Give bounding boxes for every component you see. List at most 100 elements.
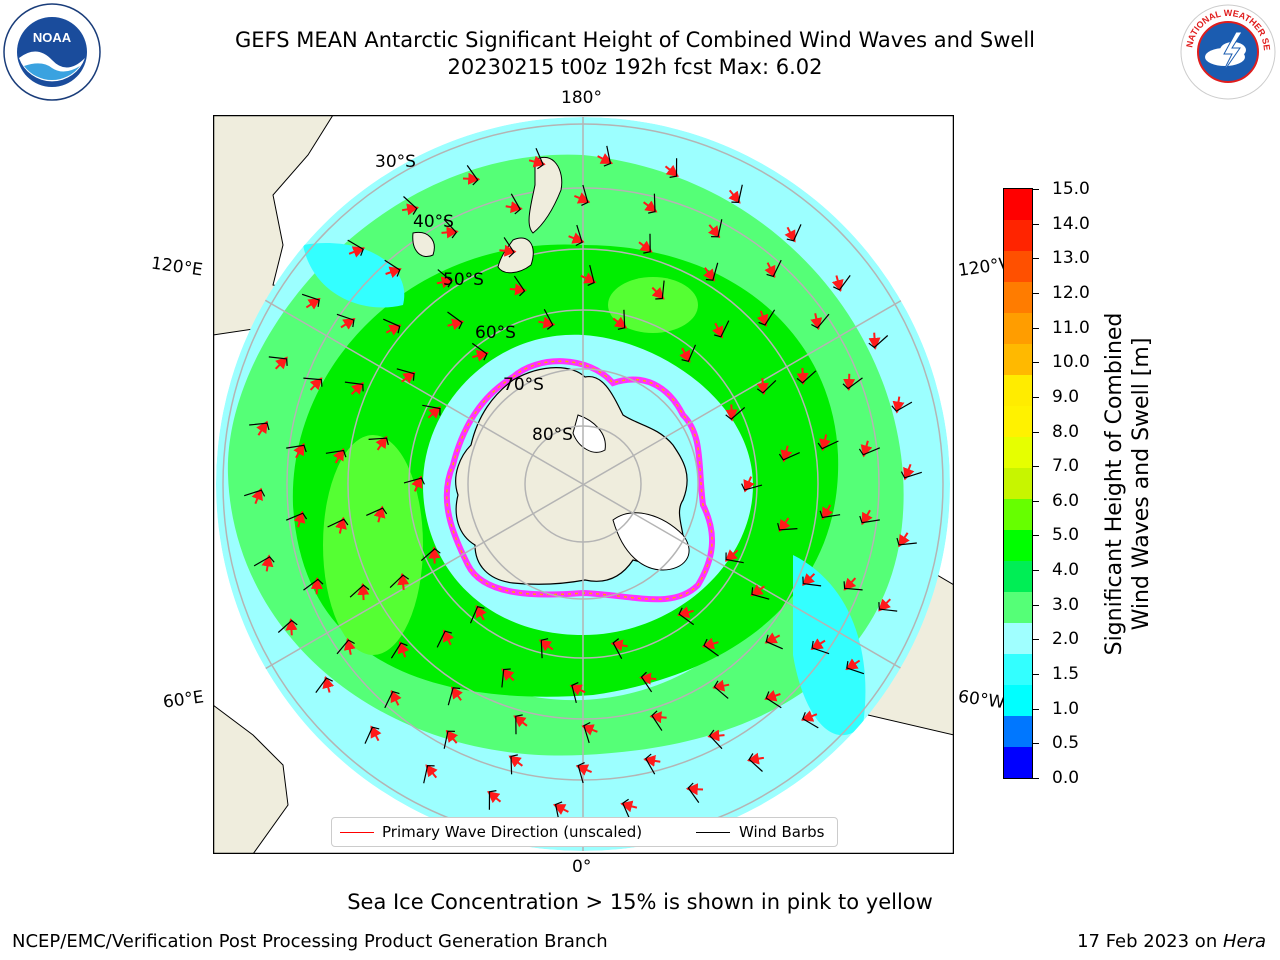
wave-direction-arrow [350,382,364,395]
wave-direction-arrow [746,752,765,765]
colorbar-segment [1004,406,1032,437]
colorbar-tick [1033,466,1039,468]
wind-barb [900,471,922,479]
colorbar-tick-label: 13.0 [1052,248,1090,269]
wave-direction-arrow [251,487,263,505]
wind-barb [648,193,656,214]
wave-direction-arrow [385,324,402,336]
wind-barb [443,730,455,749]
footer-host: Hera [1222,931,1266,952]
wave-direction-arrow [261,554,274,572]
colorbar-tick [1033,500,1039,502]
wind-barbs [244,145,922,823]
colorbar-segment [1004,747,1032,778]
wave-direction-arrow [385,266,402,279]
colorbar-tick-label: 15.0 [1052,179,1090,199]
colorbar-segment [1004,282,1032,313]
wave-direction-arrow [332,448,345,464]
colorbar-tick-label: 8.0 [1052,421,1080,442]
wind-barb [327,518,349,528]
colorbar-tick-label: 6.0 [1052,490,1080,511]
wave-direction-arrow [445,729,458,744]
wind-barb [347,239,364,256]
colorbar-tick-label: 4.0 [1052,560,1080,581]
wave-direction-arrow [708,224,721,239]
wave-direction-arrow [256,420,268,436]
wind-barb [436,630,452,648]
wind-barb [403,196,418,215]
colorbar-label-line2: Wind Waves and Swell [m] [1129,337,1154,631]
wind-barb [443,218,458,239]
wave-direction-arrow [860,440,873,458]
swh-low-drake [793,555,866,736]
wind-barb [612,638,623,659]
wave-direction-arrow [436,276,454,289]
wave-direction-arrow [831,275,844,293]
wave-direction-arrow [802,573,816,586]
colorbar-tick-label: 11.0 [1052,317,1090,338]
wind-barb [488,790,497,810]
lon-label-top: 180° [561,88,602,108]
wave-direction-arrow [800,710,818,722]
wind-barb [301,293,320,307]
wind-barb [858,447,881,456]
wind-barb [842,377,863,390]
wind-barb [368,437,389,446]
wave-direction-arrow [707,729,725,742]
wave-direction-arrow [375,435,388,451]
colorbar-segment [1004,592,1032,623]
wave-direction-arrow [322,675,335,693]
wave-direction-arrow [340,317,356,330]
wave-direction-arrow [575,764,592,776]
wave-direction-arrow [821,504,834,520]
wind-barb [396,368,415,381]
wave-direction-arrow [764,689,781,702]
wave-direction-arrow [581,724,598,736]
wind-barb [422,404,441,416]
legend-wave-direction-swatch [340,832,374,833]
wind-barb [447,687,461,706]
wave-direction-arrow [728,189,741,204]
map-legend: Primary Wave Direction (unscaled) Wind B… [331,817,838,847]
wave-direction-arrow [845,658,861,671]
wave-direction-arrow [401,203,420,216]
wind-barb [285,512,308,521]
noaa-logo-icon: NOAA [3,3,101,101]
wind-barb [819,510,841,519]
wave-direction-arrow [293,510,306,528]
wind-barb [833,275,851,291]
wind-barb [447,311,463,330]
wind-barb [349,584,370,598]
colorbar-tick [1033,292,1039,294]
wave-direction-arrow [664,164,679,178]
colorbar-tick [1033,223,1039,225]
wind-barb [711,219,723,238]
wind-barb [748,753,763,772]
wind-barb [811,313,830,329]
wind-barb [366,507,388,516]
footer-date: 17 Feb 2023 on Hera [1077,931,1266,952]
wind-barb [777,522,798,531]
colorbar-tick [1033,327,1039,329]
weddell-ice-shelf [612,512,690,571]
wave-direction-arrow [712,679,730,692]
colorbar-tick [1033,570,1039,572]
colorbar-segment [1004,468,1032,499]
wave-direction-arrow [450,686,463,701]
wind-barb [645,753,656,775]
wave-direction-arrow [425,764,438,779]
wind-barb [669,158,678,178]
wave-direction-arrow [373,505,386,523]
colorbar-tick-label: 0.5 [1052,733,1080,754]
wind-barb [802,576,822,587]
wave-direction-arrow [701,637,719,650]
swh-patch-5-6m-west [323,435,423,655]
colorbar-tick [1033,535,1039,537]
colorbar-segment [1004,437,1032,468]
wind-barb [817,440,839,450]
wave-direction-arrow [764,262,776,279]
colorbar-tick-label: 5.0 [1052,525,1080,546]
wave-direction-arrow [509,283,527,296]
legend-wind-barbs-label: Wind Barbs [739,823,825,841]
wind-barb [617,309,626,330]
